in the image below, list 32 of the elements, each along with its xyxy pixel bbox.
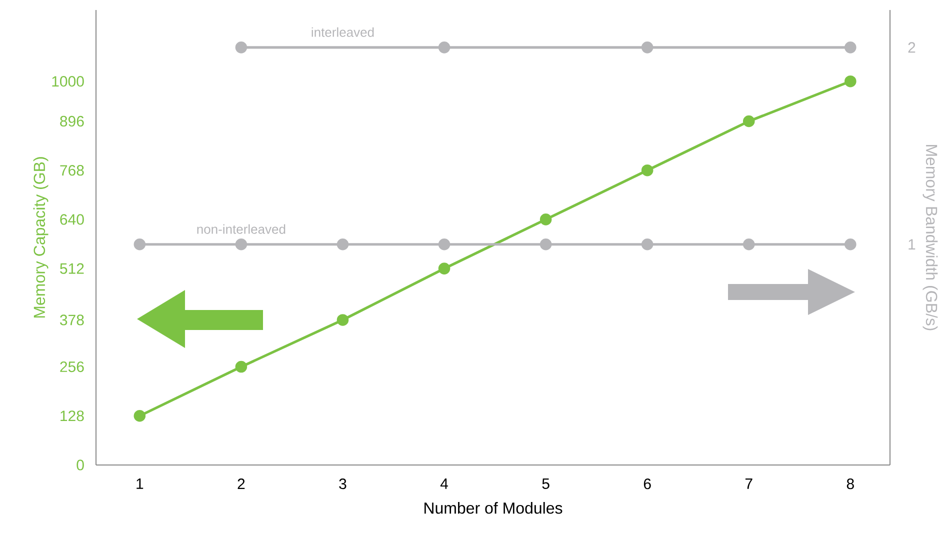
y2-tick-label: 1 — [908, 239, 916, 250]
point — [540, 214, 552, 226]
y2-tick-label: 2 — [908, 42, 916, 53]
point — [742, 115, 755, 128]
x-tick-label: 7 — [745, 478, 752, 489]
series-label: interleaved — [312, 27, 374, 37]
x-tick-label: 3 — [339, 478, 346, 490]
y-tick-label: 128 — [60, 410, 84, 422]
x-tick-label: 5 — [542, 478, 550, 489]
y2-axis-title: Memory Bandwidth (GB/s) — [922, 145, 938, 330]
x-tick-label: 8 — [846, 478, 854, 490]
y-tick-label: 896 — [60, 116, 84, 127]
y-tick-label: 256 — [60, 361, 84, 372]
y-tick-label: 768 — [60, 165, 84, 176]
point — [844, 75, 856, 88]
y-tick-label: 640 — [60, 214, 84, 225]
x-tick-label: 2 — [238, 478, 245, 489]
x-tick-label: 1 — [136, 478, 144, 489]
y-tick-label: 1000 — [52, 76, 84, 87]
x-tick-label: 6 — [644, 478, 651, 490]
x-tick-label: 4 — [440, 478, 448, 489]
y-tick-label: 378 — [60, 314, 84, 326]
y-axis-title: Memory Capacity (GB) — [33, 157, 48, 318]
point — [235, 360, 248, 373]
point — [641, 164, 654, 176]
point — [336, 314, 349, 326]
y-tick-label: 512 — [60, 263, 84, 274]
point — [438, 262, 450, 274]
y-tick-label: 0 — [76, 460, 84, 470]
x-axis-title: Number of Modules — [424, 502, 562, 514]
series-label: non-interleaved — [197, 224, 286, 234]
point — [134, 410, 146, 422]
